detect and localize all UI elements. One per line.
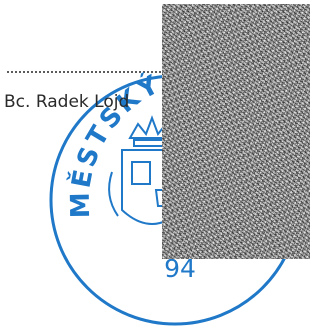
redaction-block [162, 4, 310, 259]
signatory-name: Bc. Radek Lojd [4, 92, 130, 112]
signature-dotted-line [6, 70, 168, 74]
